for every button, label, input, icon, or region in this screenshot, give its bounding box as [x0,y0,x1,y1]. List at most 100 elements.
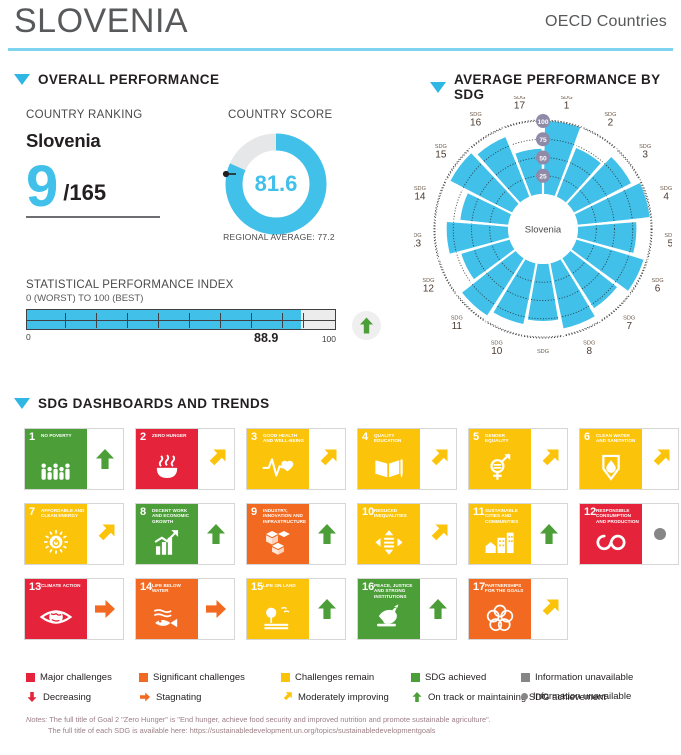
legend-label: Stagnating [156,691,202,703]
sdg-tile-13[interactable]: 13 CLIMATE ACTION [24,578,124,640]
sdg-tile-9[interactable]: 9 INDUSTRY, INNOVATION AND INFRASTRUCTURE [246,503,346,565]
info-unavailable-dot-icon [654,528,666,540]
spi-tick [96,313,98,328]
section-average-performance-by-sdg[interactable]: AVERAGE PERFORMANCE BY SDG [430,72,681,102]
sdg-tile-status-12: 12 RESPONSIBLE CONSUMPTION AND PRODUCTION [580,504,642,564]
sdg-tile-3[interactable]: 3 GOOD HEALTH AND WELL-BEING [246,428,346,490]
sdg-title: LIFE BELOW WATER [152,582,181,594]
header-divider [8,48,673,51]
svg-text:14: 14 [414,191,426,202]
svg-text:4: 4 [663,191,669,202]
heartbeat-icon [262,458,294,477]
svg-text:SDG: SDG [435,144,447,150]
sdg-tile-4[interactable]: 4 QUALITY EDUCATION [357,428,457,490]
legend-item: Challenges remain [281,672,374,683]
sdg-title: DECENT WORK AND ECONOMIC GROWTH [152,507,190,524]
sdg-title: REDUCED INEQUALITIES [374,507,407,519]
sdg-trend-12 [642,504,678,564]
sdg-title: SUSTAINABLE CITIES AND COMMUNITIES [485,507,519,524]
up-arrow-icon [318,524,336,544]
sdg-tile-status-10: 10 REDUCED INEQUALITIES [358,504,420,564]
sdg-icon-wrap [358,447,420,487]
sdg-icon-wrap [247,597,309,637]
sdg-tile-5[interactable]: 5 GENDER EQUALITY [468,428,568,490]
spi-bar[interactable] [26,309,336,330]
sun-power-icon [44,530,68,554]
sdg-number: 8 [140,506,147,518]
legend-label: Information unavailable [535,672,634,683]
page-header: SLOVENIA OECD Countries [0,0,681,52]
sdg-icon-wrap [25,447,87,487]
info-unavailable-dot-icon [521,693,528,700]
sdg-tile-7[interactable]: 7 AFFORDABLE AND CLEAN ENERGY [24,503,124,565]
sdg-tile-status-1: 1 NO POVERTY [25,429,87,489]
spi-subtitle: 0 (WORST) TO 100 (BEST) [26,293,144,304]
sdg-tile-17[interactable]: 17 PARTNERSHIPS FOR THE GOALS [468,578,568,640]
sdg-radar-chart: Slovenia255075100SDG1SDG2SDG3SDG4SDG5SDG… [409,95,676,365]
svg-text:17: 17 [514,101,526,112]
up-arrow-icon [540,524,558,544]
svg-text:100: 100 [537,119,548,126]
sdg-icon-wrap [469,597,531,637]
legend-swatch-icon [411,673,420,682]
sdg-trend-14 [198,579,234,639]
sdg-tile-11[interactable]: 11 SUSTAINABLE CITIES AND COMMUNITIES [468,503,568,565]
sdg-tile-status-3: 3 GOOD HEALTH AND WELL-BEING [247,429,309,489]
sdg-number: 2 [140,431,147,443]
svg-text:7: 7 [626,321,632,332]
spi-trend-badge [352,311,381,340]
sdg-icon-wrap [358,597,420,637]
svg-text:10: 10 [491,346,503,354]
sdg-trend-13 [87,579,123,639]
sdg-number: 16 [362,581,375,593]
country-score-donut: 81.6 [222,130,330,238]
sdg-icon-wrap [469,522,531,562]
notes-label: Notes: [26,715,48,724]
up-arrow-icon [360,317,373,334]
sdg-icon-wrap [25,597,87,637]
section-sdg-dashboards-and-trends[interactable]: SDG DASHBOARDS AND TRENDS [14,396,270,411]
sdg-tile-status-11: 11 SUSTAINABLE CITIES AND COMMUNITIES [469,504,531,564]
svg-text:SDG: SDG [422,278,434,284]
sdg-tile-status-5: 5 GENDER EQUALITY [469,429,531,489]
sdg-tile-2[interactable]: 2 ZERO HUNGER [135,428,235,490]
gender-icon [490,453,511,480]
sdg-tile-6[interactable]: 6 CLEAN WATER AND SANITATION [579,428,679,490]
sdg-tile-14[interactable]: 14 LIFE BELOW WATER [135,578,235,640]
cubes-icon [266,530,290,555]
sdg-tile-status-8: 8 DECENT WORK AND ECONOMIC GROWTH [136,504,198,564]
sdg-tile-10[interactable]: 10 REDUCED INEQUALITIES [357,503,457,565]
sdg-tile-15[interactable]: 15 LIFE ON LAND [246,578,346,640]
sdg-tile-12[interactable]: 12 RESPONSIBLE CONSUMPTION AND PRODUCTION [579,503,679,565]
sdg-number: 10 [362,506,375,518]
sdg-icon-wrap [247,447,309,487]
sdg-trend-9 [309,504,345,564]
sdg-title: PARTNERSHIPS FOR THE GOALS [485,582,524,594]
sdg-tile-8[interactable]: 8 DECENT WORK AND ECONOMIC GROWTH [135,503,235,565]
sdg-trend-3 [309,429,345,489]
legend-item: Information unavailable [521,691,631,702]
sdg-number: 15 [251,581,264,593]
book-icon [375,459,403,479]
diagonal-arrow-icon [653,449,670,466]
spi-min-label: 0 [26,332,31,342]
country-score-block: COUNTRY SCORE [228,109,332,121]
spi-value-label: 88.9 [254,331,279,345]
sdg-title: CLIMATE ACTION [41,582,81,588]
svg-text:11: 11 [452,321,463,332]
sdg-number: 12 [584,506,597,518]
svg-text:SDG: SDG [414,233,422,239]
sdg-icon-wrap [358,522,420,562]
sdg-tile-status-9: 9 INDUSTRY, INNOVATION AND INFRASTRUCTURE [247,504,309,564]
sdg-tile-1[interactable]: 1 NO POVERTY [24,428,124,490]
section-overall-performance[interactable]: OVERALL PERFORMANCE [14,72,219,87]
sdg-dashboard-grid: 1 NO POVERTY 2 ZERO HUNGER 3 GOOD HEALTH AND … [24,428,679,640]
sdg-icon-wrap [580,522,642,562]
legend-label: Significant challenges [153,672,245,683]
sdg-number: 13 [29,581,42,593]
diagonal-arrow-icon [283,692,292,701]
sdg-trend-11 [531,504,567,564]
notes-line-1: Notes: The full title of Goal 2 "Zero Hu… [26,714,666,725]
sdg-tile-16[interactable]: 16 PEACE, JUSTICE AND STRONG INSTITUTIONS [357,578,457,640]
sdg-icon-wrap [580,447,642,487]
